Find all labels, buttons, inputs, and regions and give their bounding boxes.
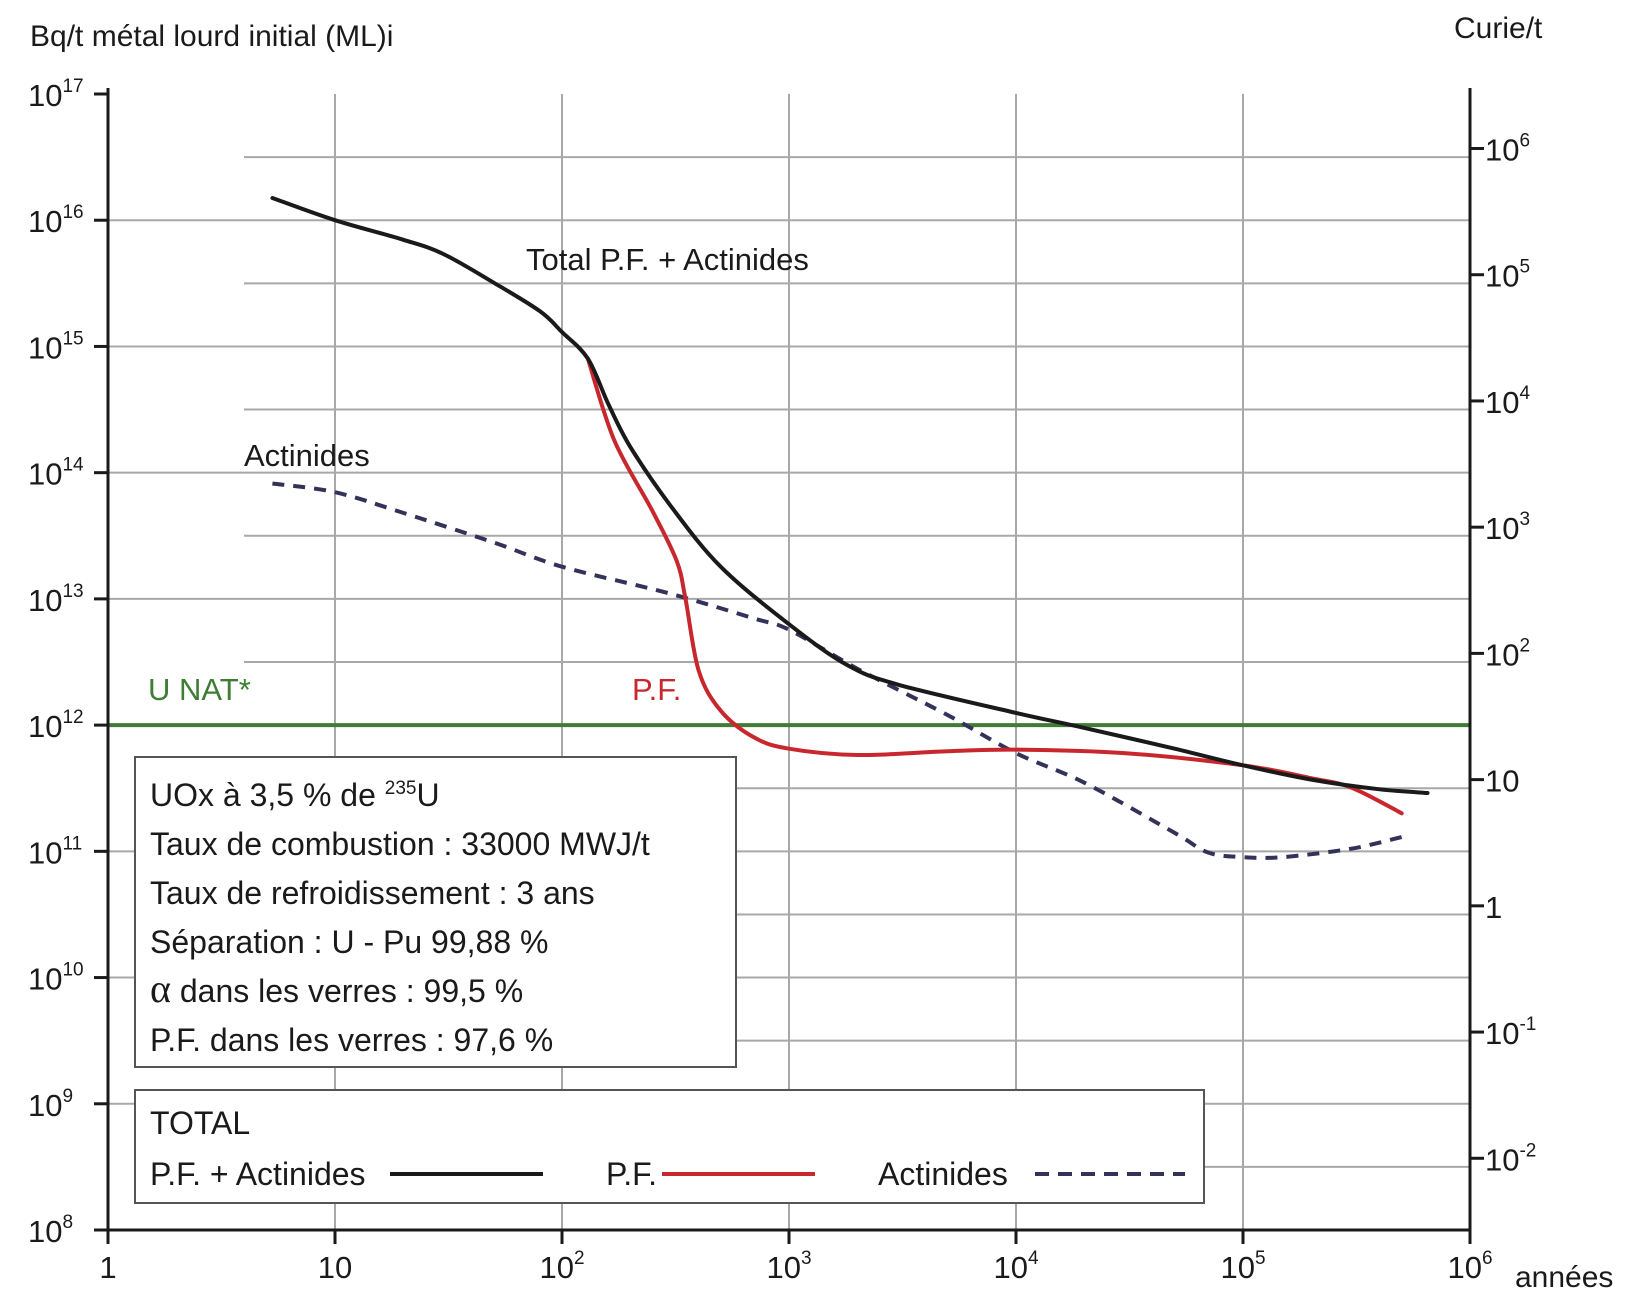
y-left-axis-label: Bq/t métal lourd initial (ML)i: [30, 20, 393, 53]
x-tick-label: 106: [1447, 1248, 1492, 1285]
series-line-p-f-actinides: [270, 196, 1430, 795]
x-tick-label: 103: [766, 1248, 811, 1285]
y-left-tick-label: 108: [28, 1212, 73, 1249]
info-line-2: Taux de combustion : 33000 MWJ/t: [150, 826, 650, 862]
legend: TOTAL P.F. + Actinides P.F. Actinides: [134, 1089, 1205, 1204]
x-tick-label: 102: [539, 1248, 584, 1285]
y-right-tick-label: 105: [1485, 257, 1530, 294]
info-box: UOx à 3,5 % de 235U Taux de combustion :…: [134, 756, 737, 1068]
x-tick-label: 1: [99, 1250, 116, 1285]
annotation-total: Total P.F. + Actinides: [526, 242, 809, 277]
x-tick-label: 10: [318, 1250, 352, 1285]
info-line-5: α dans les verres : 99,5 %: [150, 966, 523, 1011]
legend-title: TOTAL: [150, 1105, 250, 1141]
y-left-tick-label: 1012: [28, 707, 84, 744]
legend-label-total: P.F. + Actinides: [150, 1156, 366, 1192]
y-right-axis-label: Curie/t: [1454, 12, 1543, 45]
y-right-tick-label: 103: [1485, 509, 1530, 546]
info-line-6: P.F. dans les verres : 97,6 %: [150, 1022, 553, 1058]
info-line-4: Séparation : U - Pu 99,88 %: [150, 924, 548, 960]
y-right-tick-label: 106: [1485, 131, 1530, 168]
y-left-tick-label: 1016: [28, 202, 84, 239]
y-right-tick-label: 10-2: [1485, 1140, 1536, 1177]
y-right-tick-label: 10-1: [1485, 1014, 1536, 1051]
info-line-3: Taux de refroidissement : 3 ans: [150, 875, 595, 911]
y-left-tick-label: 1013: [28, 581, 84, 618]
x-axis-label: années: [1515, 1261, 1613, 1294]
annotation-actinides: Actinides: [244, 438, 370, 473]
series-group: [270, 196, 1430, 860]
series-line-p-f: [585, 356, 1404, 816]
y-left-tick-label: 1017: [28, 76, 84, 113]
legend-label-pf: P.F.: [606, 1156, 657, 1192]
y-left-tick-label: 109: [28, 1086, 73, 1123]
y-left-tick-label: 1014: [28, 455, 84, 492]
y-right-tick-label: 10: [1485, 764, 1519, 799]
y-right-tick-label: 102: [1485, 635, 1530, 672]
x-tick-label: 104: [993, 1248, 1038, 1285]
y-left-tick-label: 1010: [28, 960, 84, 997]
reference-line-label: U NAT*: [148, 672, 251, 707]
y-right-tick-label: 1: [1485, 890, 1502, 925]
y-right-tick-label: 104: [1485, 383, 1530, 420]
y-left-tick-label: 1011: [28, 833, 82, 870]
annotation-pf: P.F.: [632, 672, 681, 707]
alpha-symbol: α: [150, 966, 171, 1011]
legend-label-actinides: Actinides: [878, 1156, 1008, 1192]
tick-labels: 1 10 102 103 104 105 106 108 109 1010 1011 1012 1013…: [28, 76, 1536, 1285]
axes: [94, 88, 1484, 1244]
info-line-1: UOx à 3,5 % de 235U: [150, 777, 440, 813]
x-tick-label: 105: [1220, 1248, 1265, 1285]
y-left-tick-label: 1015: [28, 328, 84, 365]
